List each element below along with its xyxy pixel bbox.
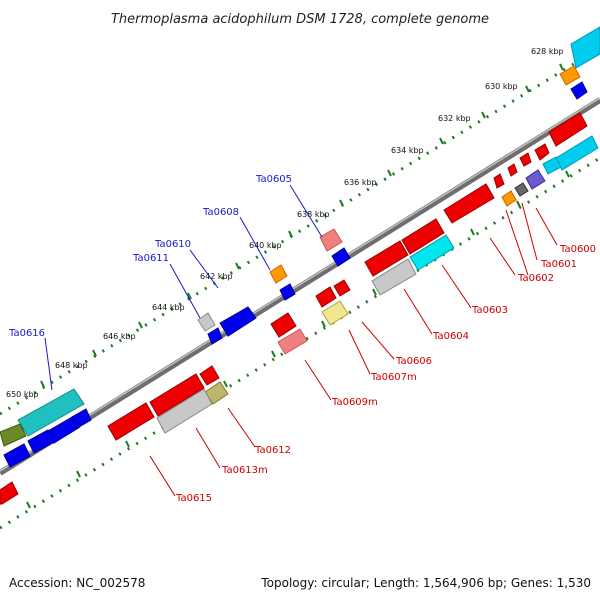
gene-reverse[interactable]: [534, 143, 550, 161]
reverse-label-leaders: [149, 202, 558, 497]
gene-forward[interactable]: [0, 423, 27, 447]
gene-label-reverse[interactable]: Ta0615: [175, 493, 212, 504]
gene-forward[interactable]: [207, 327, 223, 345]
gene-label-forward[interactable]: Ta0611: [132, 253, 169, 264]
major-ticks-inner: [26, 170, 570, 509]
gene-forward[interactable]: [279, 283, 296, 301]
tick-label-640: 640 kbp: [249, 241, 282, 250]
gene-label-forward[interactable]: Ta0608: [202, 207, 239, 218]
gene-label-reverse[interactable]: Ta0601: [540, 259, 577, 270]
gene-forward[interactable]: [559, 65, 581, 86]
tick-label-644: 644 kbp: [152, 303, 185, 312]
gene-reverse[interactable]: [107, 402, 155, 441]
gene-forward[interactable]: [331, 247, 351, 267]
gene-forward[interactable]: [570, 81, 588, 100]
gene-forward[interactable]: [319, 228, 343, 252]
gene-reverse[interactable]: [525, 169, 546, 190]
tick-label-650: 650 kbp: [6, 390, 39, 399]
tick-label-636: 636 kbp: [344, 178, 377, 187]
gene-reverse[interactable]: [156, 388, 213, 434]
accession-text: Accession: NC_002578: [9, 576, 145, 590]
gene-forward[interactable]: [570, 26, 600, 69]
gene-reverse[interactable]: [501, 190, 517, 207]
kbp-tick-labels: 628 kbp 630 kbp 632 kbp 634 kbp 636 kbp …: [6, 47, 564, 399]
tick-label-634: 634 kbp: [391, 146, 424, 155]
tick-label-642: 642 kbp: [200, 272, 233, 281]
genome-backbone: [0, 97, 600, 476]
gene-label-reverse[interactable]: Ta0606: [395, 356, 432, 367]
gene-label-reverse[interactable]: Ta0600: [559, 244, 596, 255]
gene-label-reverse[interactable]: Ta0607m: [370, 372, 417, 383]
genome-summary-text: Topology: circular; Length: 1,564,906 bp…: [260, 576, 591, 590]
gene-reverse[interactable]: [507, 163, 518, 177]
gene-label-forward[interactable]: Ta0605: [255, 174, 292, 185]
gene-label-forward[interactable]: Ta0616: [8, 328, 45, 339]
gene-reverse[interactable]: [542, 156, 562, 175]
tick-label-630: 630 kbp: [485, 82, 518, 91]
gene-reverse[interactable]: [519, 152, 532, 167]
gene-reverse[interactable]: [315, 286, 337, 308]
reverse-labels: Ta0600 Ta0601 Ta0602 Ta0603 Ta0604 Ta060…: [175, 244, 596, 504]
forward-labels: Ta0605 Ta0608 Ta0610 Ta0611 Ta0616: [8, 174, 292, 339]
gene-reverse[interactable]: [321, 300, 349, 326]
tick-label-638: 638 kbp: [297, 210, 330, 219]
gene-reverse[interactable]: [364, 240, 409, 277]
gene-reverse[interactable]: [493, 173, 505, 189]
gene-label-forward[interactable]: Ta0610: [154, 239, 191, 250]
map-title: Thermoplasma acidophilum DSM 1728, compl…: [111, 12, 489, 27]
gene-reverse[interactable]: [199, 365, 220, 386]
gene-label-reverse[interactable]: Ta0604: [432, 331, 469, 342]
gene-reverse[interactable]: [443, 183, 495, 224]
gene-label-reverse[interactable]: Ta0613m: [221, 465, 268, 476]
gene-reverse[interactable]: [333, 279, 351, 297]
tick-label-646: 646 kbp: [103, 332, 136, 341]
tick-label-632: 632 kbp: [438, 114, 471, 123]
gene-forward[interactable]: [71, 408, 92, 429]
gene-reverse[interactable]: [277, 328, 308, 355]
gene-reverse[interactable]: [401, 218, 445, 255]
gene-label-reverse[interactable]: Ta0602: [517, 273, 554, 284]
reverse-strand-genes: [0, 112, 599, 505]
gene-label-reverse[interactable]: Ta0603: [471, 305, 508, 316]
gene-reverse[interactable]: [149, 373, 205, 417]
gene-forward[interactable]: [27, 429, 55, 454]
gene-reverse[interactable]: [514, 182, 529, 197]
tick-track-outer: [0, 46, 600, 416]
gene-reverse[interactable]: [548, 112, 588, 147]
gene-label-reverse[interactable]: Ta0609m: [331, 397, 378, 408]
gene-forward[interactable]: [3, 443, 31, 468]
forward-strand-genes: [0, 26, 600, 468]
gene-forward[interactable]: [219, 306, 257, 337]
major-ticks-outer: [40, 63, 564, 388]
gene-reverse[interactable]: [0, 481, 19, 505]
gene-reverse[interactable]: [371, 258, 417, 296]
tick-label-648: 648 kbp: [55, 361, 88, 370]
gene-forward[interactable]: [17, 388, 85, 437]
gene-forward[interactable]: [197, 312, 216, 332]
tick-label-628: 628 kbp: [531, 47, 564, 56]
gene-reverse[interactable]: [409, 234, 455, 271]
gene-forward[interactable]: [269, 264, 288, 284]
gene-reverse[interactable]: [270, 312, 297, 338]
gene-label-reverse[interactable]: Ta0612: [254, 445, 291, 456]
forward-label-leaders: [44, 184, 323, 391]
